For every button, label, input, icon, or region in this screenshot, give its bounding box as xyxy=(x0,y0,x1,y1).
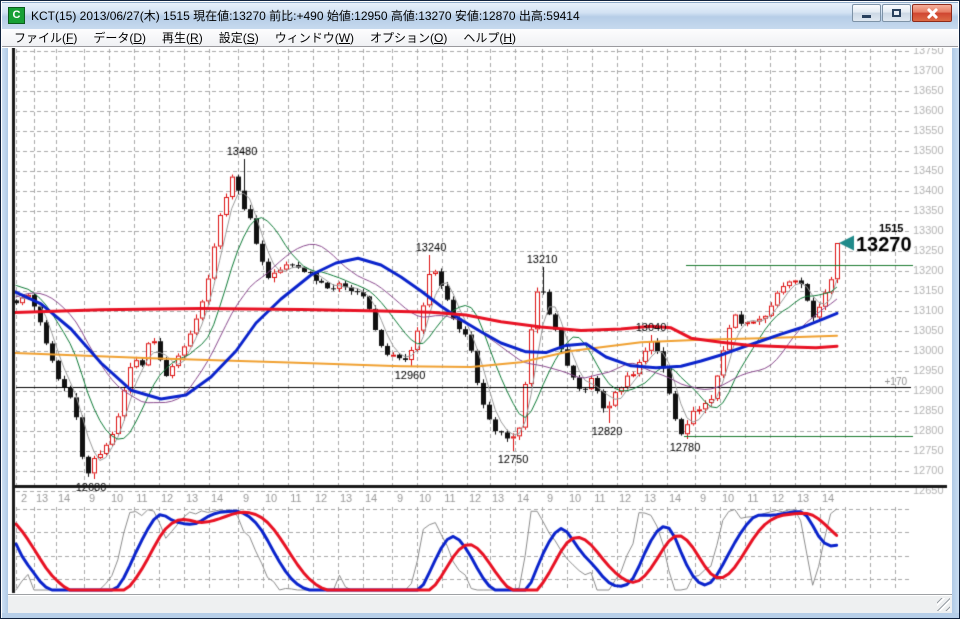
restore-button[interactable] xyxy=(882,4,911,22)
window-frame-bottom xyxy=(2,613,959,618)
menu-item-window[interactable]: ウィンドウ(W) xyxy=(274,31,355,45)
menu-item-playback[interactable]: 再生(R) xyxy=(162,31,203,45)
menu-item-file[interactable]: ファイル(F) xyxy=(14,31,78,45)
status-bar xyxy=(8,594,952,613)
menu-bar: ファイル(F) データ(D) 再生(R) 設定(S) ウィンドウ(W) オプション(O) ヘ… xyxy=(2,29,958,47)
price-chart-canvas[interactable] xyxy=(8,48,952,594)
close-button[interactable] xyxy=(912,4,952,22)
menu-item-help[interactable]: ヘルプ(H) xyxy=(463,31,517,45)
menu-item-options[interactable]: オプション(O) xyxy=(370,31,448,45)
app-icon: C xyxy=(8,7,25,24)
menu-item-settings[interactable]: 設定(S) xyxy=(218,31,259,45)
close-icon xyxy=(927,8,938,19)
menu-item-data[interactable]: データ(D) xyxy=(93,31,147,45)
window-controls xyxy=(852,4,952,22)
window-frame-left xyxy=(2,48,8,618)
window-frame-right xyxy=(952,48,959,618)
minimize-button[interactable] xyxy=(852,4,881,22)
title-bar[interactable]: C KCT(15) 2013/06/27(木) 1515 現在値:13270 前… xyxy=(2,2,958,29)
resize-grip[interactable] xyxy=(937,598,950,611)
minimize-icon xyxy=(862,15,871,18)
restore-icon xyxy=(892,9,901,17)
window-title: KCT(15) 2013/06/27(木) 1515 現在値:13270 前比:… xyxy=(31,9,580,23)
